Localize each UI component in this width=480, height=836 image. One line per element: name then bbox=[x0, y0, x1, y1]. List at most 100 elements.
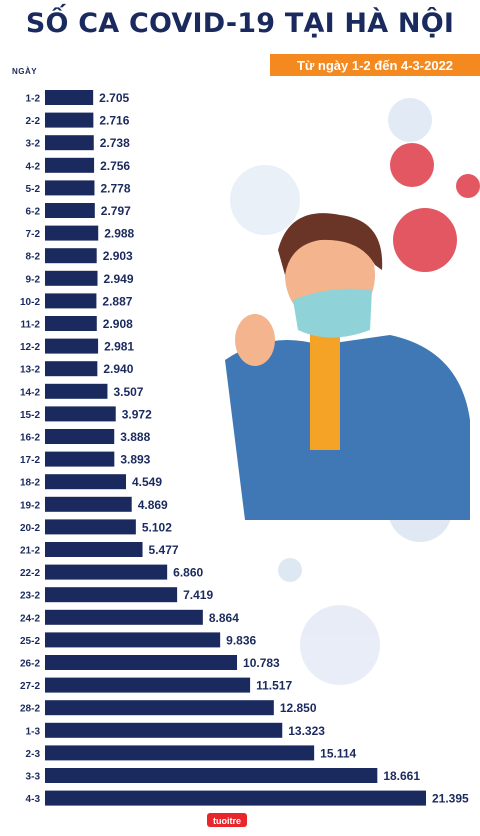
value-label: 5.477 bbox=[149, 543, 179, 557]
bar-16-2 bbox=[45, 429, 115, 444]
category-label: 7-2 bbox=[26, 229, 41, 240]
category-label: 23-2 bbox=[20, 591, 40, 602]
category-label: 3-3 bbox=[26, 772, 41, 783]
value-label: 3.888 bbox=[120, 430, 150, 444]
category-label: 20-2 bbox=[20, 523, 40, 534]
bar-3-2 bbox=[45, 135, 94, 151]
value-label: 5.102 bbox=[142, 520, 172, 534]
category-label: 5-2 bbox=[26, 184, 41, 195]
category-label: 14-2 bbox=[20, 387, 40, 398]
bar-17-2 bbox=[45, 451, 115, 467]
value-label: 2.738 bbox=[100, 136, 130, 150]
category-label: 4-3 bbox=[26, 794, 41, 805]
value-label: 2.903 bbox=[103, 249, 133, 263]
bar-2-3 bbox=[45, 745, 315, 761]
category-label: 21-2 bbox=[20, 546, 40, 557]
value-label: 2.778 bbox=[100, 181, 130, 195]
bar-15-2 bbox=[45, 406, 116, 422]
value-label: 10.783 bbox=[243, 656, 280, 670]
value-label: 4.869 bbox=[138, 498, 168, 512]
category-label: 2-3 bbox=[26, 749, 41, 760]
value-label: 2.988 bbox=[104, 227, 134, 241]
category-label: 12-2 bbox=[20, 342, 40, 353]
category-label: 26-2 bbox=[20, 659, 40, 670]
bar-6-2 bbox=[45, 203, 95, 218]
value-label: 7.419 bbox=[183, 588, 213, 602]
value-label: 2.940 bbox=[103, 362, 133, 376]
svg-text:tuoitre: tuoitre bbox=[213, 816, 241, 826]
category-label: 4-2 bbox=[26, 161, 41, 172]
category-label: 2-2 bbox=[26, 116, 41, 127]
value-label: 13.323 bbox=[288, 724, 325, 738]
bar-27-2 bbox=[45, 677, 251, 693]
value-label: 11.517 bbox=[256, 679, 292, 693]
category-label: 17-2 bbox=[20, 455, 40, 466]
date-range-banner: Từ ngày 1-2 đến 4-3-2022 bbox=[270, 54, 480, 76]
bar-5-2 bbox=[45, 180, 95, 196]
value-label: 8.864 bbox=[209, 611, 239, 625]
virus-illustration-decoration bbox=[230, 98, 480, 685]
bar-4-3 bbox=[45, 790, 426, 806]
category-label: 15-2 bbox=[20, 410, 40, 421]
date-range-text: Từ ngày 1-2 đến 4-3-2022 bbox=[296, 57, 454, 73]
bar-19-2 bbox=[45, 496, 132, 512]
bar-26-2 bbox=[45, 655, 238, 670]
category-label: 16-2 bbox=[20, 433, 40, 444]
category-label: 27-2 bbox=[20, 681, 40, 692]
bar-11-2 bbox=[45, 316, 97, 331]
category-label: 13-2 bbox=[20, 365, 40, 376]
category-label: 19-2 bbox=[20, 500, 40, 511]
value-label: 2.887 bbox=[102, 294, 132, 308]
bar-24-2 bbox=[45, 609, 203, 625]
category-label: 10-2 bbox=[20, 297, 40, 308]
bar-4-2 bbox=[45, 157, 95, 173]
value-label: 9.836 bbox=[226, 633, 256, 647]
bar-20-2 bbox=[45, 519, 136, 535]
category-label: 9-2 bbox=[26, 274, 41, 285]
category-label: 11-2 bbox=[21, 320, 41, 331]
category-label: 24-2 bbox=[20, 613, 40, 624]
value-label: 2.981 bbox=[104, 340, 134, 354]
bar-1-3 bbox=[45, 722, 283, 738]
bar-9-2 bbox=[45, 270, 98, 286]
category-label: 25-2 bbox=[20, 636, 40, 647]
bar-14-2 bbox=[45, 383, 108, 399]
category-label: 18-2 bbox=[20, 478, 40, 489]
value-label: 2.756 bbox=[100, 159, 130, 173]
value-label: 4.549 bbox=[132, 475, 162, 489]
value-label: 2.716 bbox=[99, 114, 129, 128]
bar-21-2 bbox=[45, 542, 143, 557]
bar-22-2 bbox=[45, 564, 168, 580]
bar-12-2 bbox=[45, 338, 99, 354]
bar-8-2 bbox=[45, 248, 97, 264]
axis-label-days: NGÀY bbox=[12, 67, 38, 76]
value-label: 6.860 bbox=[173, 566, 203, 580]
value-label: 2.797 bbox=[101, 204, 131, 218]
category-label: 22-2 bbox=[20, 568, 40, 579]
value-label: 2.908 bbox=[103, 317, 133, 331]
bar-28-2 bbox=[45, 700, 274, 716]
value-label: 12.850 bbox=[280, 701, 317, 715]
category-label: 1-2 bbox=[26, 94, 41, 105]
bar-23-2 bbox=[45, 587, 178, 603]
category-label: 28-2 bbox=[20, 704, 40, 715]
bar-1-2 bbox=[45, 90, 94, 105]
bar-10-2 bbox=[45, 293, 97, 309]
category-label: 6-2 bbox=[26, 207, 41, 218]
tuoitre-logo: tuoitre bbox=[207, 813, 247, 827]
bar-3-3 bbox=[45, 768, 378, 783]
bar-18-2 bbox=[45, 474, 127, 490]
bar-7-2 bbox=[45, 225, 99, 241]
value-label: 15.114 bbox=[320, 746, 356, 760]
bar-25-2 bbox=[45, 632, 221, 648]
chart-title: SỐ CA COVID-19 TẠI HÀ NỘI bbox=[25, 8, 455, 39]
category-label: 1-3 bbox=[26, 726, 41, 737]
person-illustration-decoration bbox=[225, 213, 470, 520]
value-label: 2.949 bbox=[104, 272, 134, 286]
value-label: 2.705 bbox=[99, 91, 129, 105]
category-label: 3-2 bbox=[26, 139, 41, 150]
bar-13-2 bbox=[45, 361, 98, 377]
value-label: 3.507 bbox=[113, 385, 143, 399]
value-label: 18.661 bbox=[383, 769, 420, 783]
